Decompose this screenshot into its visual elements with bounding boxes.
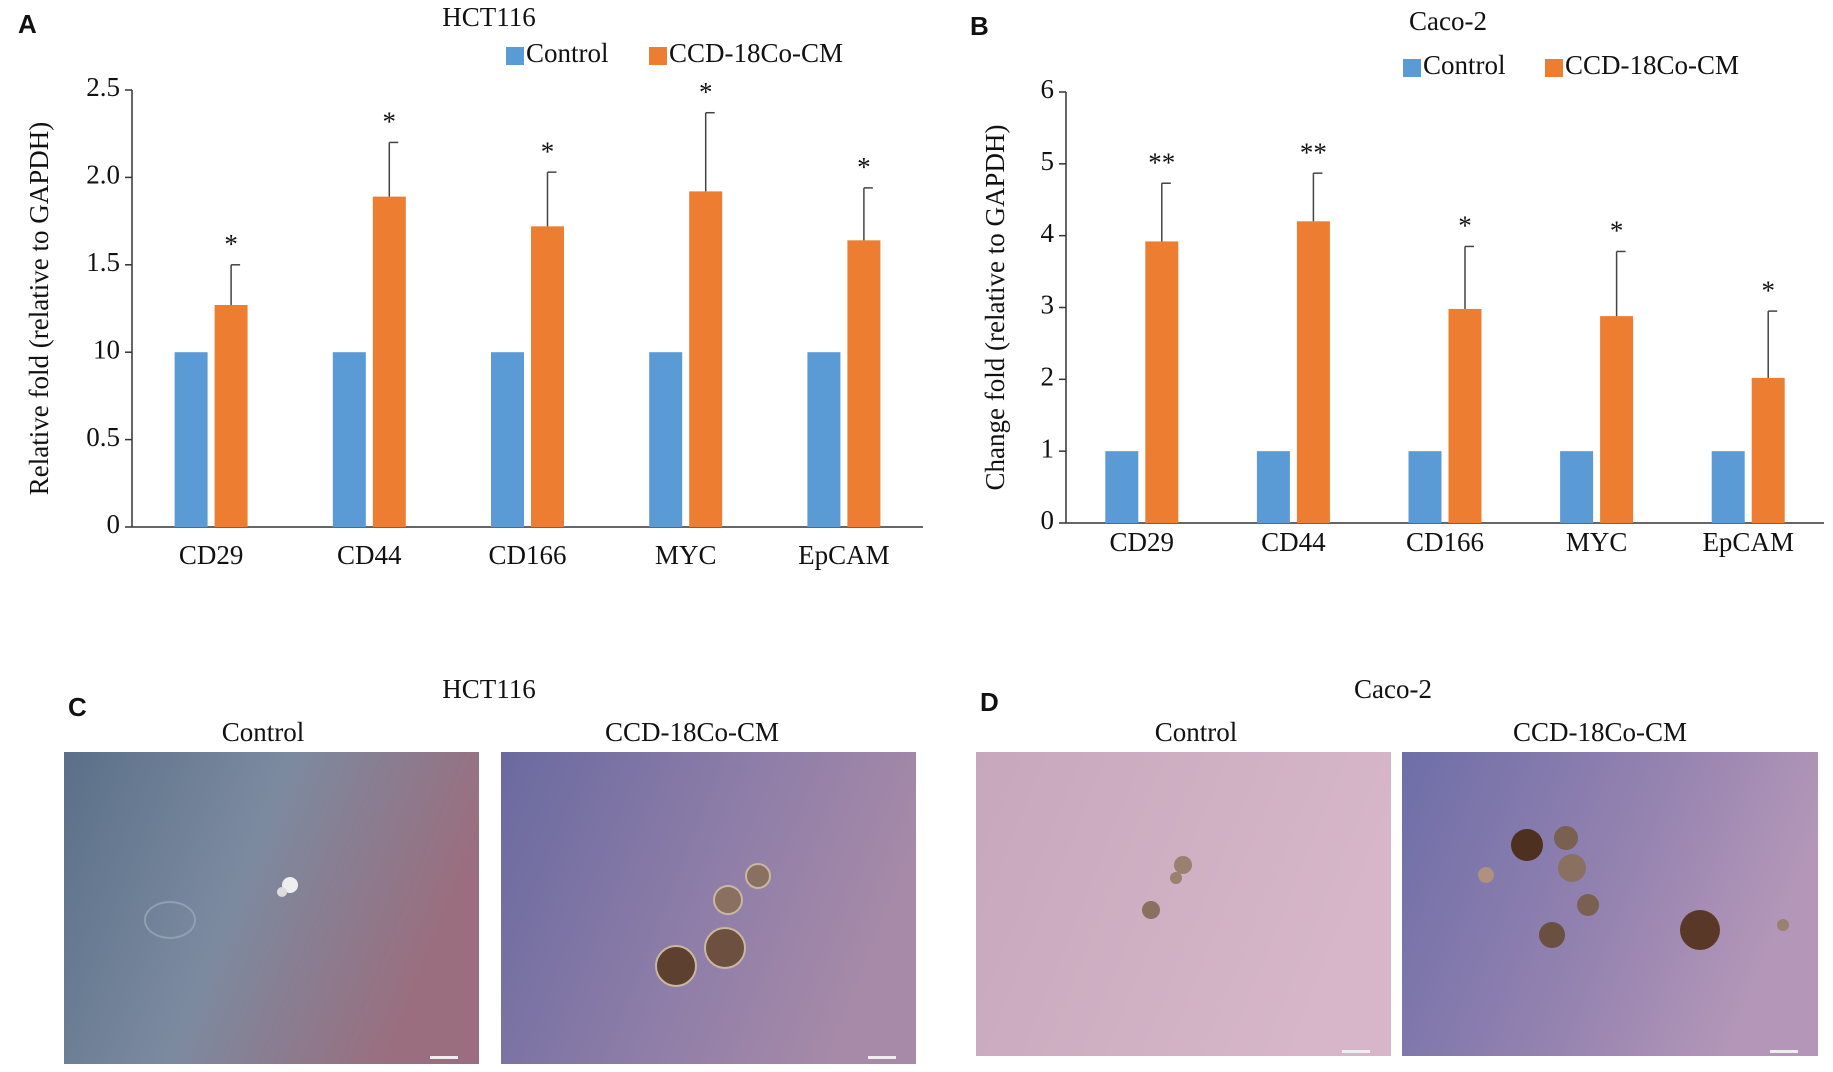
bar <box>372 196 406 528</box>
legend-swatch <box>1545 59 1563 77</box>
significance: * <box>1761 275 1775 305</box>
legend-swatch <box>506 47 524 65</box>
micrograph <box>501 752 916 1064</box>
significance: * <box>541 136 555 166</box>
bar <box>214 305 248 527</box>
x-tick-label: MYC <box>655 540 717 570</box>
chart-title: Caco-2 <box>1409 6 1487 36</box>
panel-label: C <box>68 692 87 722</box>
bar <box>1105 451 1139 523</box>
bar <box>649 352 683 527</box>
y-tick-label: 2.5 <box>86 72 120 102</box>
significance: * <box>383 107 397 137</box>
micrograph <box>976 752 1391 1056</box>
panel-label: B <box>970 11 989 41</box>
image-caption: Control <box>1155 717 1238 747</box>
bar <box>1711 451 1745 523</box>
y-tick-label: 4 <box>1041 218 1055 248</box>
bar <box>174 352 208 527</box>
x-tick-label: CD29 <box>1110 527 1175 557</box>
panel-label: D <box>980 687 999 717</box>
significance: * <box>857 152 871 182</box>
x-tick-label: CD166 <box>1406 527 1484 557</box>
image-caption: CCD-18Co-CM <box>605 717 779 747</box>
y-axis-label: Change fold (relative to GAPDH) <box>980 125 1010 491</box>
bar <box>1600 316 1634 523</box>
bar <box>807 352 841 527</box>
image-caption: Control <box>222 717 305 747</box>
bar <box>531 226 564 527</box>
significance: * <box>699 77 713 107</box>
bar <box>1560 451 1594 523</box>
significance: * <box>1610 216 1624 246</box>
micrograph <box>64 752 479 1064</box>
y-tick-label: 3 <box>1041 290 1055 320</box>
y-tick-label: 10 <box>93 334 120 364</box>
micrograph <box>1402 752 1818 1056</box>
bar <box>1751 377 1785 523</box>
bar <box>1145 241 1179 523</box>
y-tick-label: 1 <box>1041 433 1055 463</box>
x-tick-label: CD166 <box>488 540 566 570</box>
bar <box>1296 221 1330 524</box>
legend-label: Control <box>526 38 609 68</box>
x-tick-label: CD44 <box>1261 527 1326 557</box>
x-tick-label: CD29 <box>179 540 244 570</box>
legend-swatch <box>649 47 667 65</box>
legend-swatch <box>1403 59 1421 77</box>
bar <box>847 240 881 527</box>
bar <box>332 352 366 527</box>
y-tick-label: 2 <box>1041 362 1055 392</box>
bar <box>689 191 723 527</box>
y-tick-label: 0 <box>107 509 121 539</box>
panel-label: A <box>18 9 37 39</box>
x-tick-label: CD44 <box>337 540 402 570</box>
y-axis-label: Relative fold (relative to GAPDH) <box>24 122 54 495</box>
bar <box>1448 308 1482 523</box>
chart-title: HCT116 <box>442 2 536 32</box>
legend-label: CCD-18Co-CM <box>669 38 843 68</box>
bar <box>491 352 524 527</box>
significance: * <box>1458 211 1472 241</box>
y-tick-label: 0.5 <box>86 422 120 452</box>
bar <box>1408 451 1442 523</box>
significance: * <box>224 229 238 259</box>
y-tick-label: 0 <box>1041 505 1055 535</box>
image-title: HCT116 <box>442 674 536 704</box>
image-title: Caco-2 <box>1354 674 1432 704</box>
x-tick-label: MYC <box>1566 527 1628 557</box>
y-tick-label: 2.0 <box>86 160 120 190</box>
image-caption: CCD-18Co-CM <box>1513 717 1687 747</box>
x-tick-label: EpCAM <box>798 540 890 570</box>
y-tick-label: 1.5 <box>86 247 120 277</box>
significance: ** <box>1300 137 1327 167</box>
significance: ** <box>1148 147 1175 177</box>
y-tick-label: 5 <box>1041 146 1055 176</box>
x-tick-label: EpCAM <box>1702 527 1794 557</box>
y-tick-label: 6 <box>1041 74 1055 104</box>
legend-label: CCD-18Co-CM <box>1565 50 1739 80</box>
legend-label: Control <box>1423 50 1506 80</box>
bar <box>1256 451 1290 523</box>
